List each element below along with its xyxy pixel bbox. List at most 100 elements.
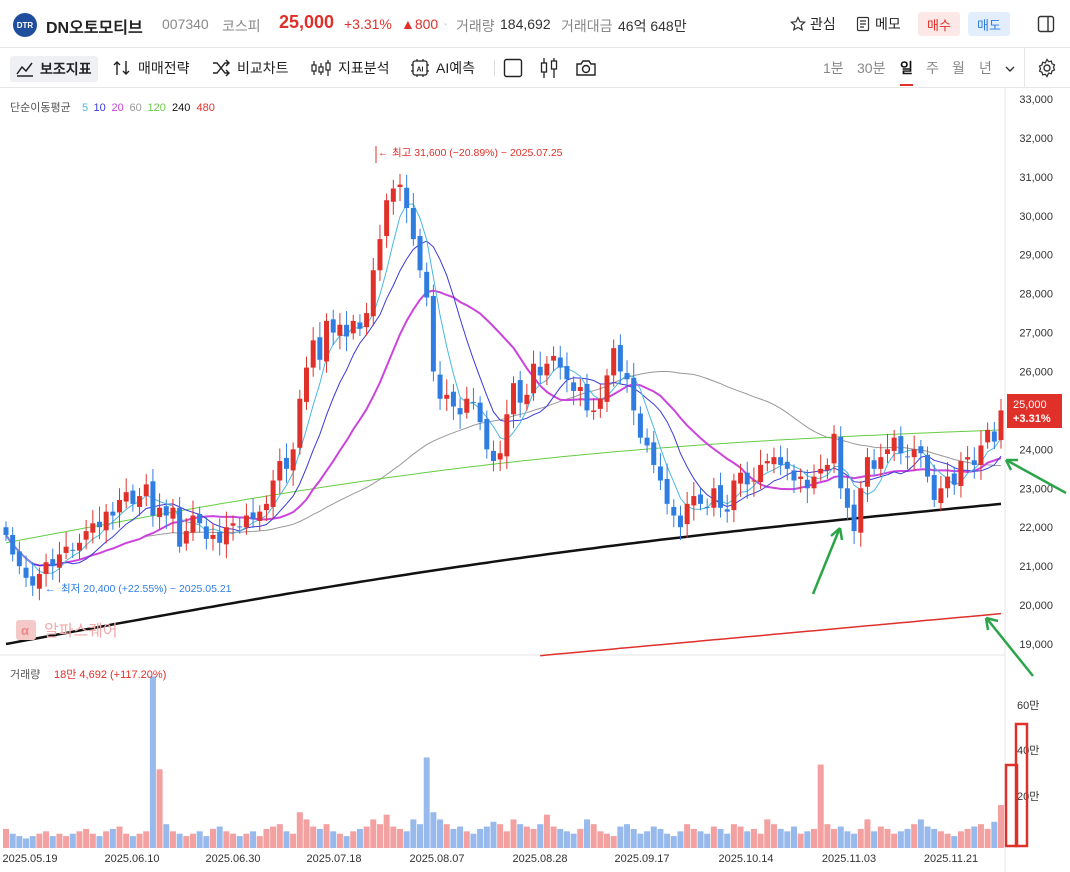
candle-body: [978, 445, 984, 465]
candle-body: [584, 383, 590, 411]
volume-bar: [831, 828, 838, 848]
ma-legend-item[interactable]: 120: [148, 102, 166, 114]
volume-bar: [563, 831, 570, 848]
analysis-button[interactable]: 지표분석: [310, 58, 390, 78]
price-chart[interactable]: 33,000 32,000 31,000 30,000 29,000 28,000 27,0…: [0, 88, 1070, 872]
ai-forecast-button[interactable]: AI AI예측: [410, 58, 475, 78]
candle-body: [644, 437, 650, 446]
volume-bar: [417, 824, 424, 848]
ma-legend-item[interactable]: 60: [130, 102, 142, 114]
ma480-line: [540, 612, 1002, 657]
panel-toggle-icon[interactable]: [1037, 15, 1055, 33]
volume-bar: [784, 831, 791, 848]
candle-body: [197, 513, 203, 524]
timeframe-week[interactable]: 주: [926, 60, 939, 76]
volume-bar: [724, 833, 731, 848]
candle-body: [317, 337, 323, 360]
volume-bar: [604, 833, 611, 848]
candle-body: [190, 515, 196, 533]
candle-body: [577, 387, 583, 391]
volume-bar: [103, 831, 110, 848]
candle-body: [470, 401, 476, 403]
date-tick: 2025.08.28: [512, 853, 567, 865]
volume-bar: [336, 833, 343, 848]
separator-dot: ·: [443, 15, 448, 32]
volume-bar: [804, 831, 811, 848]
volume-bar: [744, 831, 751, 848]
sell-button[interactable]: 매도: [968, 12, 1010, 36]
stock-name[interactable]: DN오토모티브: [46, 20, 143, 37]
ma-legend-label: 단순이동평균: [10, 101, 71, 114]
candle-body: [23, 567, 29, 578]
volume-bar: [343, 836, 350, 848]
volume-bar: [971, 826, 978, 848]
volume-bar: [430, 812, 437, 848]
volume-bar: [290, 833, 297, 848]
volume-bar: [56, 833, 63, 848]
timeframe-month[interactable]: 월: [952, 60, 965, 76]
candlestick-icon[interactable]: [539, 57, 559, 79]
volume-bar: [690, 828, 697, 848]
ma-legend-item[interactable]: 480: [197, 102, 215, 114]
candle-body: [417, 236, 423, 271]
volume-bar: [583, 819, 590, 848]
watch-button[interactable]: 관심: [790, 14, 836, 34]
candle-body: [350, 320, 356, 334]
price-tick: 26,000: [1019, 367, 1053, 379]
candle-body: [123, 492, 129, 502]
volume-bar: [477, 828, 484, 848]
candle-body: [163, 506, 169, 516]
volume-bar: [23, 838, 30, 848]
change-amount: ▲800: [401, 16, 439, 32]
ma-legend-item[interactable]: 5: [82, 102, 88, 114]
volume-bar: [370, 819, 377, 848]
volume-bar: [704, 833, 711, 848]
compare-button[interactable]: 비교차트: [211, 58, 289, 78]
candle-body: [497, 453, 503, 460]
volume-bar: [877, 826, 884, 848]
candle-body: [70, 549, 76, 551]
ma-legend-item[interactable]: 240: [172, 102, 190, 114]
volume-bar: [998, 805, 1004, 848]
memo-button[interactable]: 메모: [855, 14, 901, 34]
candle-body: [110, 511, 116, 516]
timeframe-day[interactable]: 일: [900, 58, 913, 86]
candle-body: [210, 535, 216, 539]
green-arrow-annotations: [811, 458, 1067, 677]
ma-legend-item[interactable]: 20: [112, 102, 124, 114]
volume-bar: [530, 828, 537, 848]
indicators-button[interactable]: 보조지표: [10, 56, 98, 82]
volume-bar: [537, 824, 544, 848]
volume-bar: [911, 824, 918, 848]
candle-body: [344, 324, 350, 337]
timeframe-30min[interactable]: 30분: [857, 60, 886, 76]
current-price-tag-value: 25,000: [1013, 399, 1047, 411]
volume-bar: [931, 828, 938, 848]
volume-bar: [557, 828, 564, 848]
strategy-button[interactable]: 매매전략: [112, 58, 190, 78]
current-price-tag: [1007, 394, 1062, 428]
settings-gear-icon[interactable]: [1037, 58, 1057, 78]
square-toggle-icon[interactable]: [503, 58, 523, 78]
camera-icon[interactable]: [575, 58, 597, 78]
ma-legend-item[interactable]: 10: [94, 102, 106, 114]
candle-body: [898, 436, 904, 454]
candle-body: [811, 476, 817, 489]
volume-bar: [984, 828, 991, 848]
candle-body: [90, 523, 96, 533]
timeframe-1min[interactable]: 1분: [823, 60, 844, 76]
candle-body: [718, 485, 724, 508]
volume-bar: [123, 833, 130, 848]
candle-body: [537, 366, 543, 376]
volume-bar: [797, 833, 804, 848]
timeframe-year[interactable]: 년: [979, 60, 992, 76]
volume-bar: [189, 833, 196, 848]
company-logo: DTR: [13, 13, 37, 37]
candle-body: [925, 454, 931, 477]
low-annotation-arrow: ←: [45, 583, 56, 595]
candle-body: [243, 515, 249, 528]
candle-body: [157, 507, 163, 518]
buy-button[interactable]: 매수: [918, 12, 960, 36]
candle-body: [117, 499, 123, 513]
chevron-down-icon[interactable]: [1004, 64, 1016, 74]
